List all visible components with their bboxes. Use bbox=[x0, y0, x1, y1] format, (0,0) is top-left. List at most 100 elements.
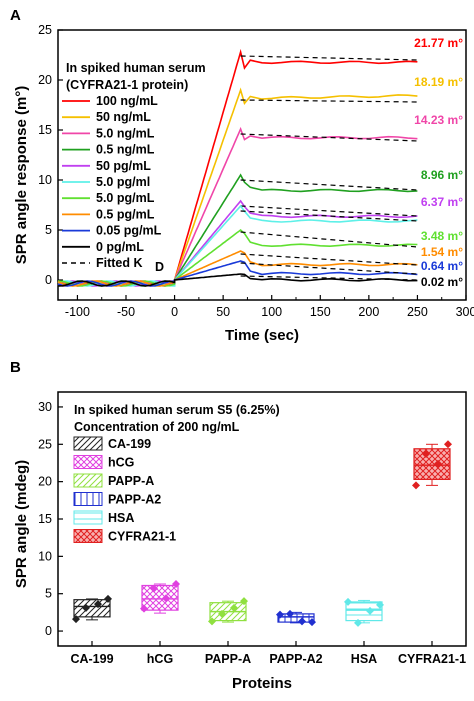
panel-a-x-tick-label: 0 bbox=[171, 305, 178, 319]
legend-label-100-ng-ml: 100 ng/mL bbox=[96, 94, 158, 108]
panel-b-x-tick-label: CYFRA21-1 bbox=[398, 652, 466, 666]
legend-label-5-0-pg-ml: 5.0 pg/ml bbox=[96, 175, 150, 189]
data-point-cyfra21-1 bbox=[434, 459, 442, 468]
fit-line-5-0-pg-ml bbox=[240, 231, 418, 248]
data-point-papp-a2 bbox=[298, 617, 306, 626]
panel-a-x-axis-title: Time (sec) bbox=[225, 327, 299, 344]
data-point-ca-199 bbox=[82, 603, 90, 612]
panel-b-legend-subtitle: Concentration of 200 ng/mL bbox=[74, 420, 240, 434]
panel-a-legend-subtitle: (CYFRA21-1 protein) bbox=[66, 78, 188, 92]
data-point-hsa bbox=[344, 597, 352, 606]
end-label-0-5-ng-ml: 8.96 m° bbox=[421, 168, 463, 182]
fit-line-0-05-pg-ml bbox=[240, 262, 418, 275]
panel-a-y-tick-label: 20 bbox=[38, 73, 52, 87]
panel-b-y-tick-label: 15 bbox=[38, 512, 52, 526]
legend-label-ca-199: CA-199 bbox=[108, 437, 151, 451]
legend-label-50-pg-ml: 50 pg/mL bbox=[96, 159, 151, 173]
panel-b-x-tick-label: CA-199 bbox=[70, 652, 113, 666]
panel-b-legend-title: In spiked human serum S5 (6.25%) bbox=[74, 403, 280, 417]
data-point-hcg bbox=[172, 579, 180, 588]
panel-b-y-tick-label: 30 bbox=[38, 400, 52, 414]
data-point-hsa bbox=[354, 618, 362, 627]
panel-b-label: B bbox=[10, 359, 21, 376]
panel-a-x-tick-label: 200 bbox=[358, 305, 379, 319]
data-point-cyfra21-1 bbox=[422, 450, 430, 459]
legend-label-0-05-pg-ml: 0.05 pg/mL bbox=[96, 224, 162, 238]
panel-b-x-tick-label: PAPP-A2 bbox=[269, 652, 322, 666]
panel-b-legend: In spiked human serum S5 (6.25%) Concentr… bbox=[73, 403, 280, 544]
panel-a-label: A bbox=[10, 7, 21, 24]
data-point-papp-a2 bbox=[286, 609, 294, 618]
fit-line-0-5-ng-ml bbox=[240, 179, 418, 191]
curve-0-5-pg-ml bbox=[57, 250, 418, 287]
legend-swatch-papp-a2 bbox=[73, 492, 103, 506]
end-label-0-5-pg-ml: 1.54 m° bbox=[421, 245, 463, 259]
panel-a-y-axis-title: SPR angle response (m°) bbox=[13, 86, 30, 265]
panel-a-x-tick-label: 150 bbox=[310, 305, 331, 319]
data-point-hsa bbox=[376, 600, 384, 609]
panel-a-y-tick-label: 5 bbox=[45, 223, 52, 237]
end-label-5-0-ng-ml: 14.23 m° bbox=[414, 113, 463, 127]
legend-swatch-ca-199 bbox=[73, 436, 103, 451]
data-point-ca-199 bbox=[104, 594, 112, 603]
panel-b-y-tick-label: 10 bbox=[38, 549, 52, 563]
data-point-hcg bbox=[140, 604, 148, 613]
panel-a-x-tick-label: 250 bbox=[407, 305, 428, 319]
end-label-0-pg-ml: 0.02 m° bbox=[421, 275, 463, 289]
fit-line-5-0-ng-ml bbox=[240, 133, 418, 142]
end-label-50-pg-ml: 6.37 m° bbox=[421, 195, 463, 209]
panel-b-y-axis-title: SPR angle (mdeg) bbox=[13, 460, 30, 588]
data-point-papp-a bbox=[230, 603, 238, 612]
panel-a-legend: In spiked human serum (CYFRA21-1 protein)… bbox=[62, 61, 206, 274]
data-point-cyfra21-1 bbox=[412, 481, 420, 490]
legend-label-0-5-pg-ml: 0.5 pg/mL bbox=[96, 207, 155, 221]
fit-line-50-ng-ml bbox=[240, 99, 418, 103]
legend-swatch-papp-a bbox=[73, 473, 103, 488]
legend-label-5-0-pg-ml: 5.0 pg/mL bbox=[96, 191, 155, 205]
fit-line-0-5-pg-ml bbox=[240, 253, 418, 266]
panel-a-x-tick-label: 50 bbox=[216, 305, 230, 319]
panel-b-x-tick-label: HSA bbox=[351, 652, 377, 666]
legend-swatch-cyfra21-1 bbox=[73, 529, 103, 543]
panel-a-y-tick-label: 15 bbox=[38, 123, 52, 137]
data-point-papp-a2 bbox=[276, 610, 284, 619]
data-point-ca-199 bbox=[94, 600, 102, 609]
end-label-0-05-pg-ml: 0.64 m° bbox=[421, 259, 463, 273]
legend-label-papp-a: PAPP-A bbox=[108, 474, 154, 488]
fit-line-50-pg-ml bbox=[240, 205, 418, 217]
legend-label-fitted-subscript: D bbox=[155, 260, 164, 274]
end-label-100-ng-ml: 21.77 m° bbox=[414, 36, 463, 50]
data-point-papp-a bbox=[208, 617, 216, 626]
legend-label-0-pg-ml: 0 pg/mL bbox=[96, 240, 144, 254]
panel-a-x-tick-label: 100 bbox=[261, 305, 282, 319]
legend-label-cyfra21-1: CYFRA21-1 bbox=[108, 530, 176, 544]
box-hcg bbox=[141, 584, 179, 611]
panel-b-x-tick-label: PAPP-A bbox=[205, 652, 251, 666]
curve-0-05-pg-ml bbox=[57, 260, 418, 287]
curve-5-0-pg-ml bbox=[57, 204, 418, 287]
fit-line-100-ng-ml bbox=[240, 55, 418, 61]
box-cyfra21-1 bbox=[413, 448, 451, 481]
legend-label-0-5-ng-ml: 0.5 ng/mL bbox=[96, 143, 155, 157]
curve-0-pg-ml bbox=[57, 273, 418, 287]
panel-b-x-axis-title: Proteins bbox=[232, 675, 292, 692]
data-point-hcg bbox=[150, 584, 158, 593]
panel-a-plot-frame bbox=[57, 29, 467, 301]
panel-b-y-tick-label: 25 bbox=[38, 437, 52, 451]
data-point-papp-a2 bbox=[308, 618, 316, 627]
data-point-cyfra21-1 bbox=[444, 440, 452, 449]
legend-label-5-0-ng-ml: 5.0 ng/mL bbox=[96, 126, 155, 140]
legend-label-50-ng-ml: 50 ng/mL bbox=[96, 110, 151, 124]
legend-label-hsa: HSA bbox=[108, 511, 134, 525]
legend-label-papp-a2: PAPP-A2 bbox=[108, 493, 161, 507]
panel-a-legend-title: In spiked human serum bbox=[66, 61, 206, 75]
legend-label-hcg: hCG bbox=[108, 456, 134, 470]
panel-a-y-tick-label: 25 bbox=[38, 23, 52, 37]
panel-a-y-tick-label: 10 bbox=[38, 173, 52, 187]
panel-a-y-tick-label: 0 bbox=[45, 273, 52, 287]
fit-line-5-0-pg-ml bbox=[240, 210, 418, 222]
end-label-5-0-pg-ml: 3.48 m° bbox=[421, 229, 463, 243]
fit-line-0-pg-ml bbox=[240, 275, 418, 281]
panel-a-x-tick-label: 300 bbox=[456, 305, 474, 319]
